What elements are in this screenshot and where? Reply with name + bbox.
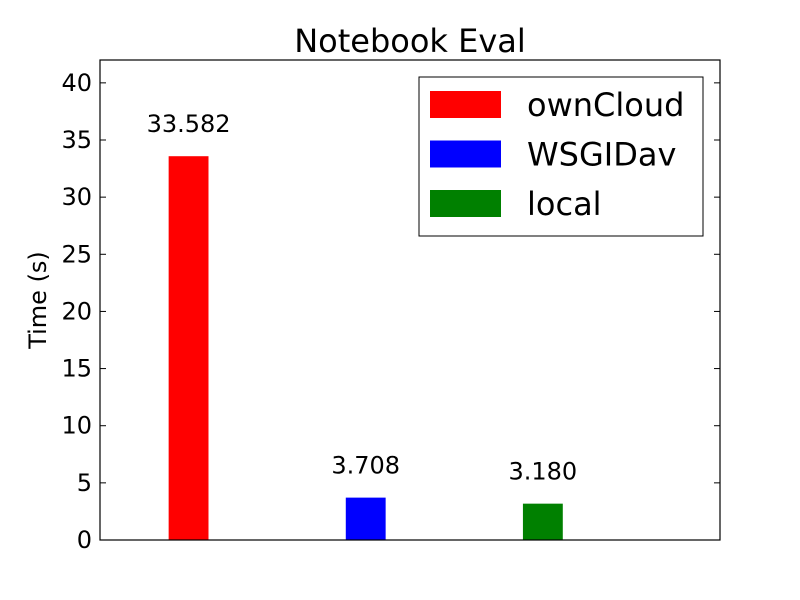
legend: ownCloud WSGIDav local bbox=[418, 76, 704, 237]
legend-swatch bbox=[430, 91, 501, 118]
axis-ticks: 0 5 10 15 20 25 30 35 40 bbox=[61, 69, 720, 554]
bars bbox=[168, 156, 563, 540]
y-tick-label: 40 bbox=[61, 69, 92, 97]
bar-value-label: 3.180 bbox=[508, 458, 577, 486]
bar bbox=[522, 503, 563, 540]
y-tick-label: 20 bbox=[61, 297, 92, 325]
y-tick-label: 15 bbox=[61, 355, 92, 383]
bar bbox=[345, 497, 386, 540]
y-tick-label: 10 bbox=[61, 412, 92, 440]
y-tick-label: 5 bbox=[77, 469, 92, 497]
bar-value-label: 33.582 bbox=[147, 110, 231, 138]
legend-entry: ownCloud bbox=[527, 86, 684, 124]
legend-swatch bbox=[430, 140, 501, 168]
chart-title: Notebook Eval bbox=[294, 22, 526, 60]
plot-frame bbox=[99, 59, 721, 541]
legend-swatch bbox=[430, 190, 501, 217]
y-tick-label: 25 bbox=[61, 240, 92, 268]
y-tick-label: 0 bbox=[77, 526, 92, 554]
legend-entry: local bbox=[527, 185, 602, 223]
y-tick-label: 30 bbox=[61, 183, 92, 211]
y-tick-label: 35 bbox=[61, 126, 92, 154]
data-labels: 33.582 3.708 3.180 bbox=[147, 110, 578, 485]
bar-value-label: 3.708 bbox=[331, 452, 400, 480]
legend-entry: WSGIDav bbox=[527, 136, 676, 174]
bar bbox=[168, 156, 209, 540]
y-axis-label: Time (s) bbox=[24, 251, 52, 350]
